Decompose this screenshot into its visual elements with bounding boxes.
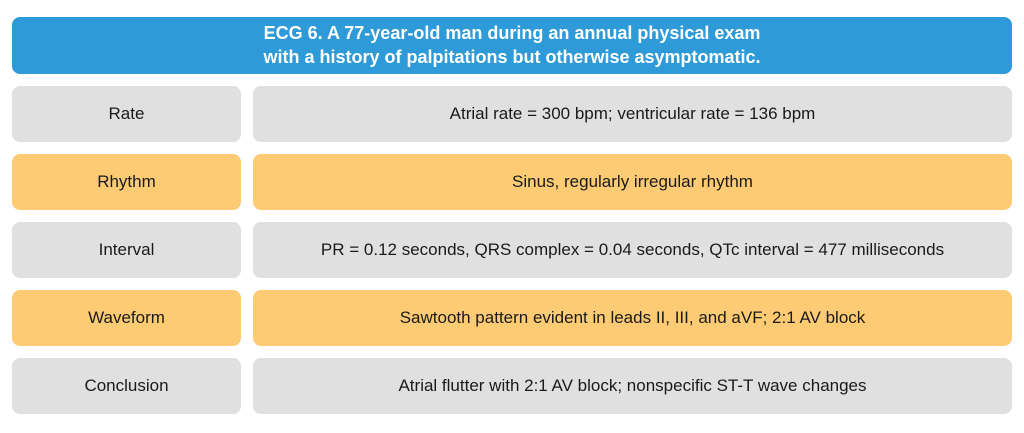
- row-label: Waveform: [12, 290, 241, 346]
- ecg-table: Rate Atrial rate = 300 bpm; ventricular …: [12, 86, 1012, 414]
- row-label: Interval: [12, 222, 241, 278]
- row-value: Sawtooth pattern evident in leads II, II…: [253, 290, 1012, 346]
- row-value: Sinus, regularly irregular rhythm: [253, 154, 1012, 210]
- table-row: Conclusion Atrial flutter with 2:1 AV bl…: [12, 358, 1012, 414]
- row-label: Rate: [12, 86, 241, 142]
- header-banner: ECG 6. A 77-year-old man during an annua…: [12, 17, 1012, 74]
- table-row: Rate Atrial rate = 300 bpm; ventricular …: [12, 86, 1012, 142]
- row-label: Conclusion: [12, 358, 241, 414]
- table-row: Interval PR = 0.12 seconds, QRS complex …: [12, 222, 1012, 278]
- header-title-line1: ECG 6. A 77-year-old man during an annua…: [263, 22, 761, 43]
- row-value: Atrial flutter with 2:1 AV block; nonspe…: [253, 358, 1012, 414]
- row-value: PR = 0.12 seconds, QRS complex = 0.04 se…: [253, 222, 1012, 278]
- row-value: Atrial rate = 300 bpm; ventricular rate …: [253, 86, 1012, 142]
- table-row: Waveform Sawtooth pattern evident in lea…: [12, 290, 1012, 346]
- table-row: Rhythm Sinus, regularly irregular rhythm: [12, 154, 1012, 210]
- row-label: Rhythm: [12, 154, 241, 210]
- header-title-line2: with a history of palpitations but other…: [263, 46, 761, 67]
